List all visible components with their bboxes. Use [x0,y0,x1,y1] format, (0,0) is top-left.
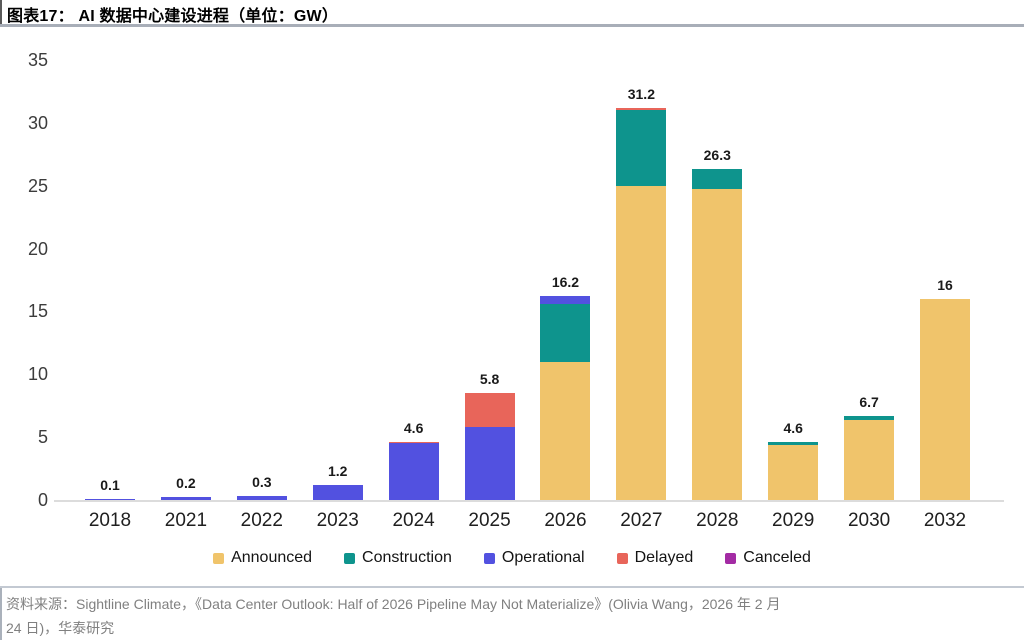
x-axis-label-2018: 2018 [88,510,132,531]
chart-legend: Announced Construction Operational Delayed C… [0,546,1024,570]
x-axis-label-2030: 2030 [847,510,891,531]
x-axis-line [54,500,1004,502]
bar-value-label: 6.7 [859,393,879,410]
y-tick-label: 10 [27,364,48,385]
bar-segment-2023-operational [312,484,363,500]
bar-segment-2018-operational [85,498,135,500]
x-axis-label-2022: 2022 [240,510,283,531]
bar-segment-2022-operational [236,496,287,500]
bar-value-label: 26.3 [703,147,731,164]
y-tick-label: 15 [27,301,48,322]
footer-divider [0,586,1024,588]
bar-segment-2025-delayed [464,393,515,428]
source-note: 资料来源：Sightline Climate，《Data Center Outl… [0,588,1024,640]
bar-segment-2024-operational [388,443,439,500]
x-axis-label-2026: 2026 [544,510,587,531]
legend-label: Delayed [634,549,694,566]
y-tick-label: 30 [27,112,48,133]
legend-swatch-icon [616,552,628,564]
bar-segment-2026-operational [540,296,591,304]
x-axis-label-2021: 2021 [164,510,208,531]
bar-value-label: 4.6 [403,420,424,437]
legend-item-delayed: Delayed [616,549,694,567]
x-axis-label-2032: 2032 [923,510,967,531]
bar-segment-2025-operational [464,427,515,500]
stacked-bar-chart: 0 5 10 15 20 25 30 35 0.1 0.2 0.3 1.2 4.6 5.8 16.2 31.… [0,30,1024,542]
legend-label: Announced [231,549,313,566]
bar-value-label: 16 [937,276,953,293]
bar-value-label: 0.3 [252,474,272,491]
bar-segment-2028-announced [692,189,743,500]
source-line-1: 资料来源：Sightline Climate，《Data Center Outl… [6,596,781,612]
y-tick-label: 5 [37,427,48,448]
legend-swatch-icon [725,552,737,564]
x-axis-label-2028: 2028 [696,510,739,531]
x-axis-label-2024: 2024 [392,510,435,531]
bar-segment-2029-construction [768,442,819,445]
legend-item-canceled: Canceled [725,549,811,567]
bar-value-label: 4.6 [783,420,803,437]
x-axis-label-2027: 2027 [620,510,663,531]
bar-segment-2032-announced [920,298,970,500]
legend-swatch-icon [213,552,225,564]
legend-item-construction: Construction [344,549,452,567]
bar-segment-2026-construction [540,303,591,362]
y-tick-label: 20 [27,238,48,259]
bar-segment-2029-announced [768,444,819,500]
bar-value-label: 5.8 [479,371,500,388]
bar-segment-2024-delayed [388,442,439,444]
bar-segment-2027-announced [616,185,667,500]
y-tick-label: 35 [27,50,48,70]
bar-segment-2030-construction [844,415,895,420]
bar-value-label: 1.2 [327,462,348,479]
bar-segment-2027-construction [616,110,667,186]
legend-swatch-icon [483,552,495,564]
legend-label: Operational [501,549,585,566]
bar-value-label: 31.2 [627,85,655,102]
x-axis-label-2025: 2025 [468,510,511,531]
title-divider [0,24,1024,27]
x-axis-label-2029: 2029 [772,510,815,531]
legend-label: Construction [362,549,452,566]
bar-segment-2027-delayed [616,107,667,111]
bar-segment-2030-announced [844,419,895,500]
bar-value-label: 0.1 [100,476,120,493]
source-line-2: 24 日)，华泰研究 [6,620,115,636]
bar-segment-2021-operational [160,497,211,500]
bar-value-label: 0.2 [176,475,196,492]
bar-segment-2028-construction [692,169,743,190]
legend-item-announced: Announced [213,549,312,567]
bar-segment-2026-announced [540,361,591,500]
legend-label: Canceled [743,549,811,566]
figure-title: 图表17： AI 数据中心建设进程（单位：GW） [0,0,1024,25]
legend-swatch-icon [344,552,356,564]
legend-item-operational: Operational [483,549,585,567]
x-axis-label-2023: 2023 [316,510,359,531]
y-tick-label: 0 [37,490,48,510]
bar-value-label: 16.2 [551,274,580,291]
y-tick-label: 25 [27,175,48,196]
